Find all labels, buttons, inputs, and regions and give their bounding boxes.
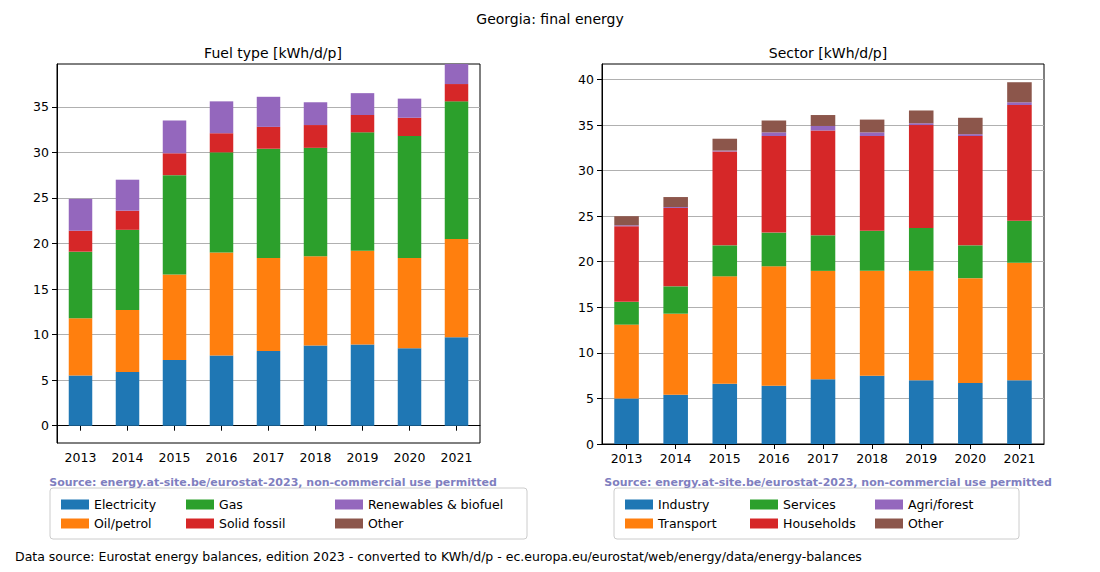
svg-text:2020: 2020 bbox=[954, 451, 986, 466]
svg-text:Agri/forest: Agri/forest bbox=[908, 497, 973, 512]
svg-text:20: 20 bbox=[33, 236, 49, 251]
svg-text:Services: Services bbox=[783, 497, 836, 512]
svg-text:20: 20 bbox=[578, 254, 594, 269]
svg-text:25: 25 bbox=[33, 190, 49, 205]
svg-text:2014: 2014 bbox=[660, 451, 692, 466]
svg-text:Other: Other bbox=[368, 516, 404, 531]
svg-text:Electricity: Electricity bbox=[94, 497, 157, 512]
svg-text:40: 40 bbox=[578, 72, 594, 87]
svg-text:Sector [kWh/d/p]: Sector [kWh/d/p] bbox=[769, 45, 887, 61]
svg-text:5: 5 bbox=[41, 373, 49, 388]
svg-text:Renewables & biofuel: Renewables & biofuel bbox=[368, 497, 503, 512]
svg-text:2015: 2015 bbox=[159, 450, 191, 465]
svg-text:30: 30 bbox=[33, 145, 49, 160]
svg-text:0: 0 bbox=[41, 418, 49, 433]
svg-text:Georgia: final energy: Georgia: final energy bbox=[476, 11, 623, 27]
svg-text:Data source: Eurostat energy b: Data source: Eurostat energy balances, e… bbox=[15, 549, 862, 564]
svg-text:30: 30 bbox=[578, 163, 594, 178]
svg-text:10: 10 bbox=[578, 345, 594, 360]
svg-text:2014: 2014 bbox=[112, 450, 144, 465]
svg-text:2016: 2016 bbox=[758, 451, 790, 466]
svg-text:Fuel type [kWh/d/p]: Fuel type [kWh/d/p] bbox=[204, 45, 342, 61]
svg-text:0: 0 bbox=[586, 437, 594, 452]
svg-text:Households: Households bbox=[783, 516, 856, 531]
svg-text:2020: 2020 bbox=[394, 450, 426, 465]
svg-text:Gas: Gas bbox=[219, 497, 243, 512]
svg-text:Other: Other bbox=[908, 516, 944, 531]
svg-text:35: 35 bbox=[33, 99, 49, 114]
svg-text:35: 35 bbox=[578, 118, 594, 133]
svg-text:2017: 2017 bbox=[253, 450, 285, 465]
svg-text:2019: 2019 bbox=[905, 451, 937, 466]
svg-text:Source: energy.at-site.be/euro: Source: energy.at-site.be/eurostat-2023,… bbox=[49, 476, 497, 489]
svg-text:Oil/petrol: Oil/petrol bbox=[94, 516, 152, 531]
svg-text:2017: 2017 bbox=[807, 451, 839, 466]
svg-text:25: 25 bbox=[578, 209, 594, 224]
svg-text:2018: 2018 bbox=[300, 450, 332, 465]
svg-text:2019: 2019 bbox=[347, 450, 379, 465]
svg-text:2016: 2016 bbox=[206, 450, 238, 465]
svg-text:5: 5 bbox=[586, 391, 594, 406]
svg-text:Solid fossil: Solid fossil bbox=[219, 516, 285, 531]
svg-text:Transport: Transport bbox=[657, 516, 717, 531]
svg-text:2013: 2013 bbox=[611, 451, 643, 466]
svg-text:15: 15 bbox=[33, 282, 49, 297]
svg-text:2021: 2021 bbox=[441, 450, 473, 465]
svg-text:10: 10 bbox=[33, 327, 49, 342]
svg-text:Source: energy.at-site.be/euro: Source: energy.at-site.be/eurostat-2023,… bbox=[604, 476, 1052, 489]
svg-text:2018: 2018 bbox=[856, 451, 888, 466]
svg-text:Industry: Industry bbox=[658, 497, 710, 512]
svg-text:15: 15 bbox=[578, 300, 594, 315]
svg-text:2013: 2013 bbox=[65, 450, 97, 465]
svg-text:2021: 2021 bbox=[1004, 451, 1036, 466]
svg-text:2015: 2015 bbox=[709, 451, 741, 466]
